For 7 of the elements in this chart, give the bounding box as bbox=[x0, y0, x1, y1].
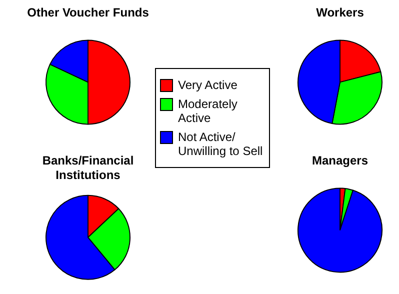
legend-label: Moderately Active bbox=[178, 97, 238, 125]
chart-title: Other Voucher Funds bbox=[27, 6, 150, 20]
legend-label: Not Active/Unwilling to Sell bbox=[178, 130, 264, 158]
chart-title: Workers bbox=[316, 6, 364, 20]
legend-label: Very Active bbox=[178, 78, 238, 92]
chart-title: Managers bbox=[312, 154, 368, 168]
chart-title: Banks/Financial Institutions bbox=[42, 154, 134, 182]
